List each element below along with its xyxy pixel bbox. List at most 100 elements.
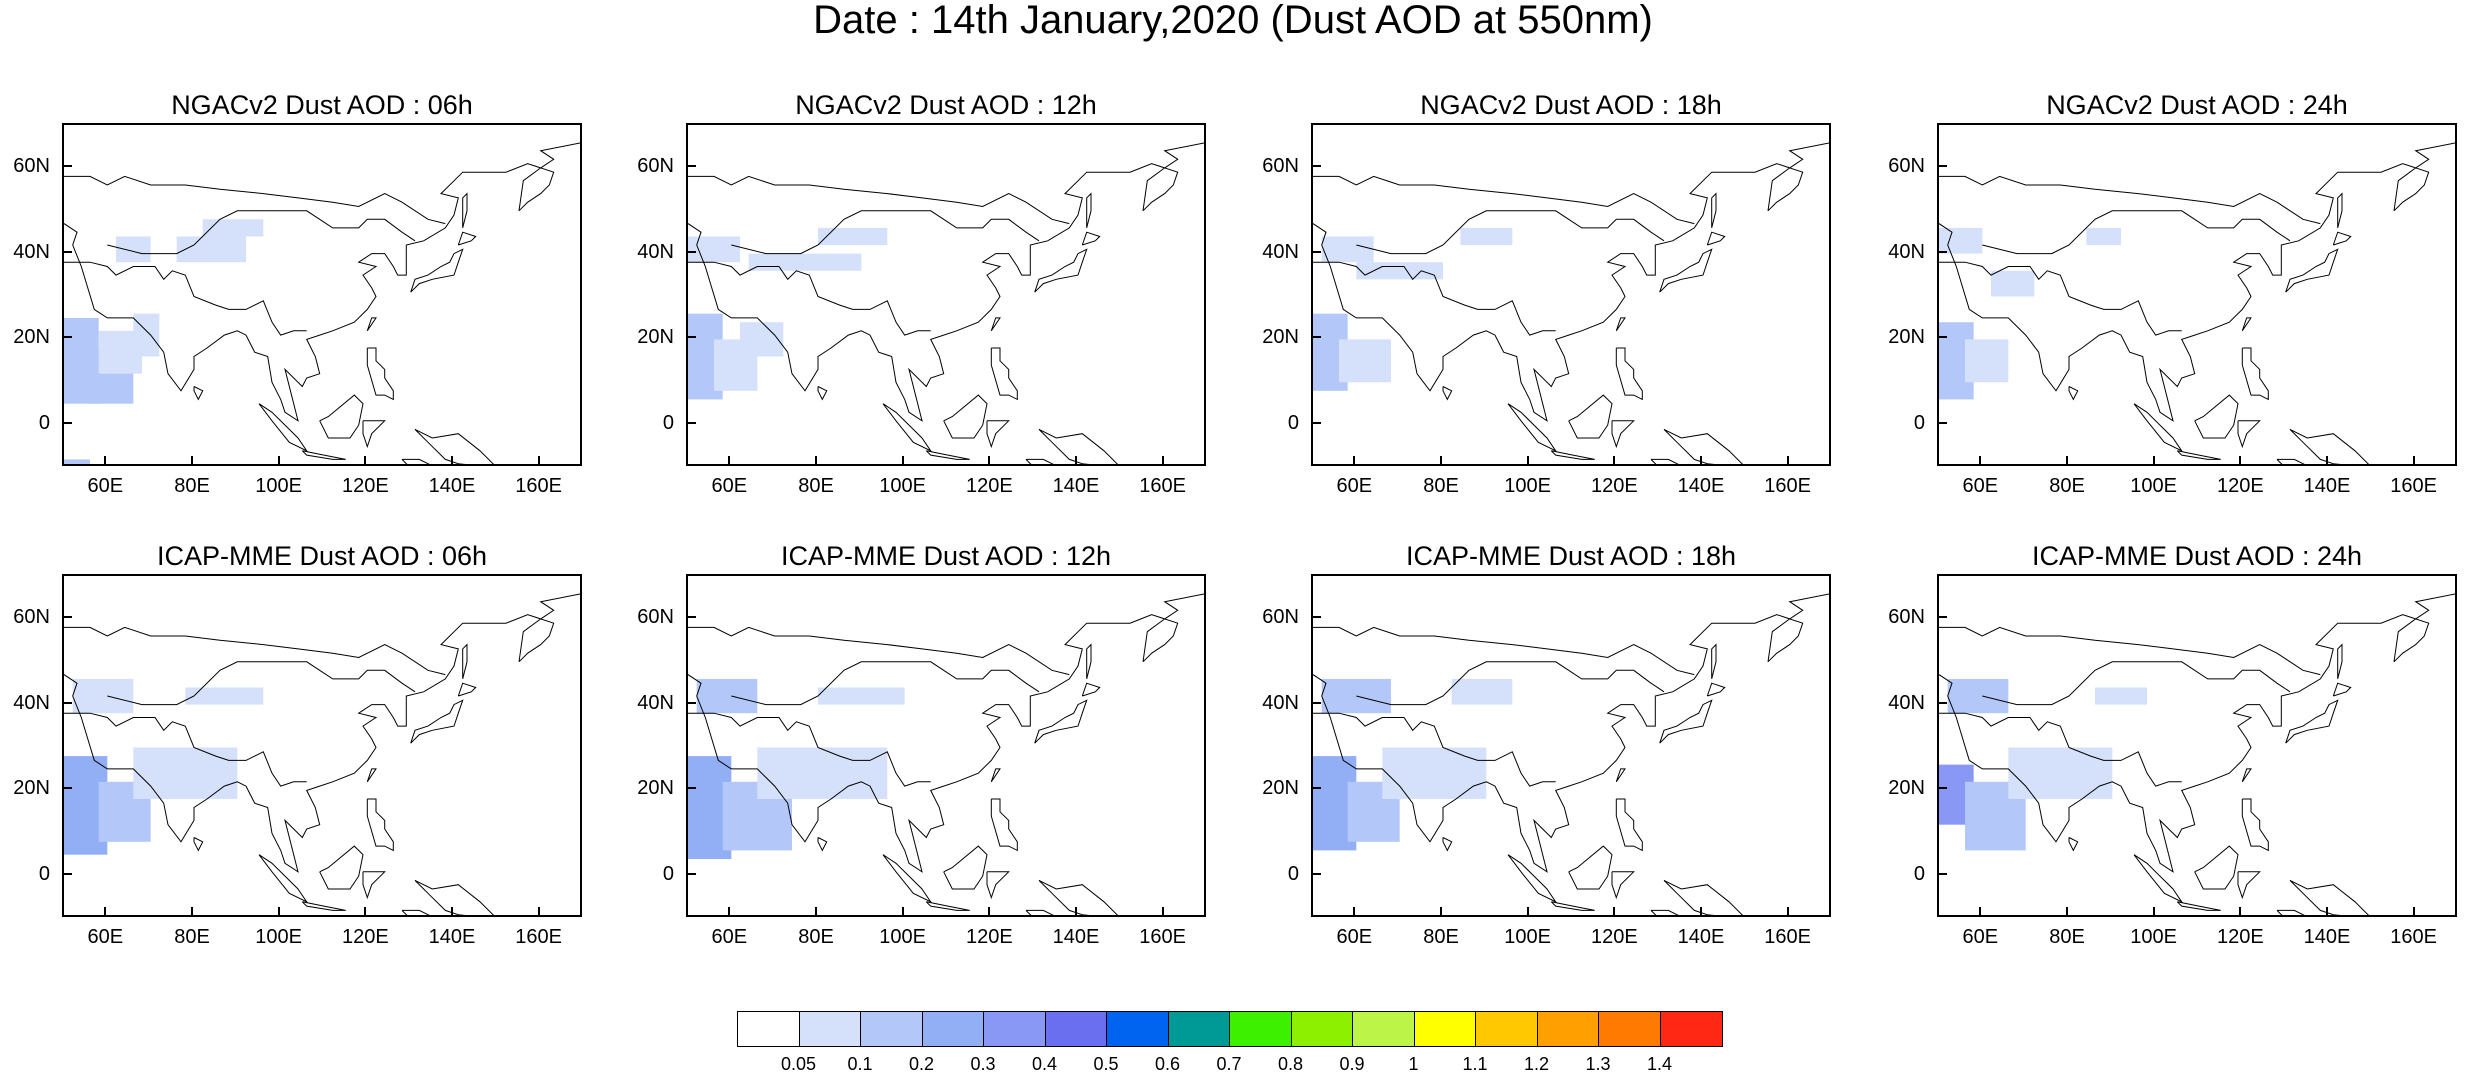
aod-cell xyxy=(740,322,784,357)
lat-tick-label: 20N xyxy=(637,777,674,800)
map-frame xyxy=(686,574,1206,917)
coastline xyxy=(925,450,970,460)
coastline xyxy=(1615,768,1626,783)
lat-tick xyxy=(62,336,72,339)
lat-tick-label: 40N xyxy=(1888,240,1925,263)
coastline xyxy=(1939,142,2455,422)
coastline xyxy=(2241,347,2269,401)
aod-cell xyxy=(202,219,264,237)
lon-tick-label: 140E xyxy=(1677,475,1725,497)
coastline xyxy=(731,661,1040,706)
colorbar-label: 0.8 xyxy=(1277,1054,1304,1074)
colorbar-box xyxy=(1414,1012,1476,1046)
lat-tick xyxy=(62,250,72,253)
colorbar-box xyxy=(1168,1012,1230,1046)
lon-tick xyxy=(2239,907,2242,917)
lat-tick xyxy=(1937,422,1947,425)
lon-tick xyxy=(537,907,540,917)
lon-tick xyxy=(1786,907,1789,917)
coastline xyxy=(1663,428,1743,464)
coastline xyxy=(457,231,477,246)
coastline xyxy=(1659,699,1713,744)
coastline xyxy=(1034,248,1088,293)
coastline xyxy=(193,386,204,401)
coastline xyxy=(462,643,468,680)
coastline xyxy=(1711,643,1717,680)
lon-tick-label: 60E xyxy=(1962,475,1999,497)
aod-cell xyxy=(1991,270,2035,297)
coastline xyxy=(2337,643,2343,680)
coastline xyxy=(64,175,446,225)
colorbar-box xyxy=(1230,1012,1292,1046)
coastline xyxy=(362,871,386,900)
aod-cell xyxy=(818,227,888,246)
coastline xyxy=(107,210,416,255)
lat-tick-label: 0 xyxy=(1287,863,1299,886)
lon-tick-label: 100E xyxy=(2130,475,2178,497)
aod-cell xyxy=(64,459,90,464)
lon-tick xyxy=(728,456,731,466)
colorbar-box xyxy=(861,1012,923,1046)
lat-tick xyxy=(686,336,696,339)
lon-tick-label: 120E xyxy=(341,926,389,948)
coastline xyxy=(688,142,1204,422)
lon-tick-label: 80E xyxy=(2049,926,2085,948)
lon-tick xyxy=(728,907,731,917)
coastline xyxy=(2068,386,2079,401)
coastline xyxy=(1706,231,1726,246)
lon-tick xyxy=(191,907,193,917)
colorbar-label: 1 xyxy=(1408,1054,1419,1074)
coastline xyxy=(1356,661,1665,706)
coastline xyxy=(1142,167,1179,212)
coastline xyxy=(1663,879,1743,915)
map-svg xyxy=(1939,142,2455,464)
colorbar-box xyxy=(922,1012,984,1046)
lon-tick-label: 100E xyxy=(2130,926,2178,948)
coastline xyxy=(414,428,494,464)
coastline xyxy=(410,699,464,744)
coastline xyxy=(301,901,346,911)
colorbar-label: 0.9 xyxy=(1339,1054,1365,1074)
lon-tick-label: 60E xyxy=(87,926,124,948)
lon-tick-label: 80E xyxy=(798,926,834,948)
aod-cell xyxy=(1939,227,1983,254)
lon-tick xyxy=(1613,907,1616,917)
lon-tick xyxy=(1161,907,1164,917)
coastline xyxy=(366,798,394,852)
aod-cell xyxy=(2086,227,2121,246)
coastline xyxy=(1615,798,1643,852)
panel-title: NGACv2 Dust AOD : 12h xyxy=(795,90,1097,120)
coastline xyxy=(362,420,386,449)
coastline xyxy=(688,593,1204,873)
lat-tick xyxy=(62,701,72,704)
coastline xyxy=(518,167,555,212)
lat-tick xyxy=(1311,787,1321,790)
coastline xyxy=(518,618,555,663)
map-frame xyxy=(1937,574,2457,917)
lon-tick-label: 140E xyxy=(2303,475,2351,497)
lat-tick-label: 40N xyxy=(637,691,674,714)
coastline xyxy=(193,837,204,852)
lon-tick-label: 80E xyxy=(1423,926,1459,948)
coastline xyxy=(401,458,430,464)
coastline xyxy=(414,879,494,915)
coastline xyxy=(1611,420,1635,449)
coastline xyxy=(990,798,1018,852)
colorbar-box xyxy=(1476,1012,1538,1046)
coastline xyxy=(1507,403,1558,453)
coastline xyxy=(1939,626,2321,676)
lat-tick xyxy=(62,873,72,876)
lat-tick xyxy=(1311,873,1321,876)
lon-tick-label: 160E xyxy=(1139,926,1187,948)
lon-tick xyxy=(191,456,193,466)
lat-tick-label: 60N xyxy=(1888,605,1925,628)
lon-tick xyxy=(2239,456,2242,466)
lon-tick xyxy=(2412,456,2415,466)
aod-cell xyxy=(1321,236,1374,263)
colorbar-box xyxy=(1291,1012,1353,1046)
colorbar-label: 1.4 xyxy=(1646,1054,1673,1074)
lon-tick xyxy=(901,907,904,917)
aod-cell xyxy=(185,687,264,705)
coastline xyxy=(1313,626,1695,676)
lon-tick-label: 140E xyxy=(2303,926,2351,948)
